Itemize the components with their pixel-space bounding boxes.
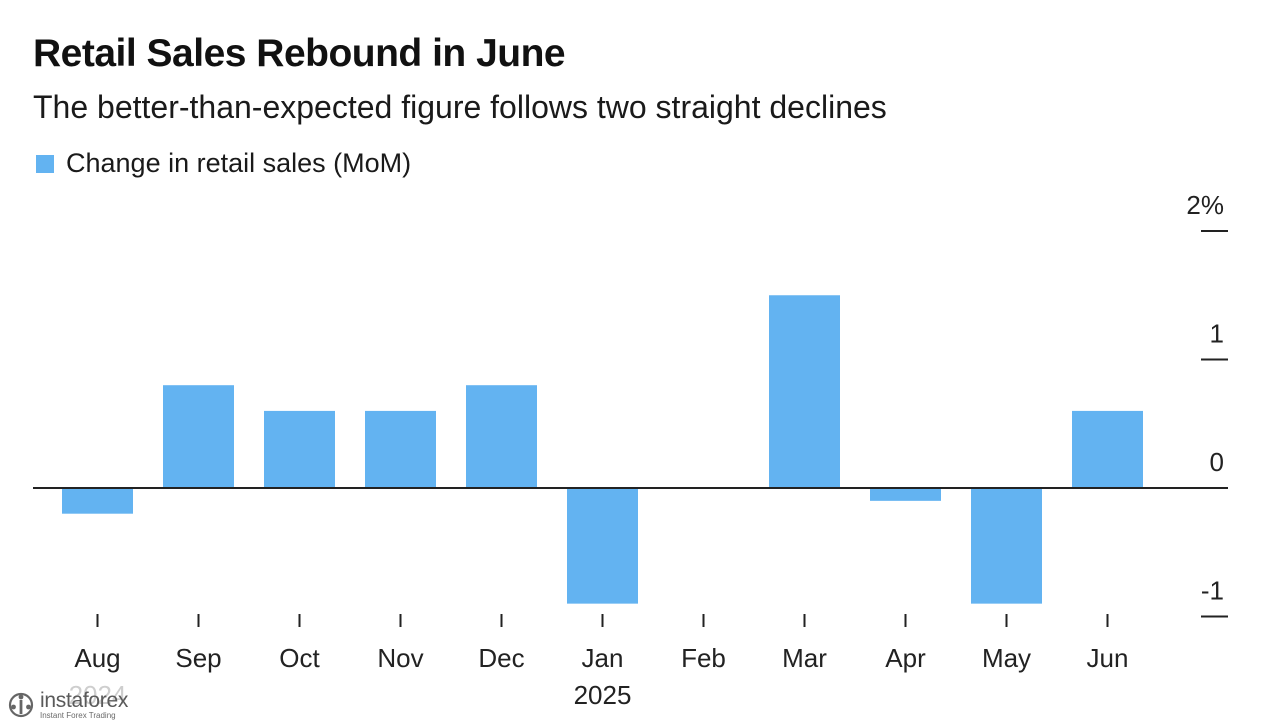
bar-jun bbox=[1072, 410, 1143, 488]
bar-may bbox=[971, 488, 1042, 604]
bar-nov bbox=[365, 410, 436, 488]
bar-mar bbox=[769, 295, 840, 488]
y-tick-label: -1 bbox=[1201, 576, 1224, 606]
watermark-brand: instaforex bbox=[40, 689, 129, 712]
x-tick-label: Feb bbox=[681, 643, 726, 673]
x-tick-label: Nov bbox=[377, 643, 423, 673]
bar-oct bbox=[264, 410, 335, 488]
x-tick-label: Apr bbox=[885, 643, 926, 673]
instaforex-logo-icon bbox=[8, 692, 34, 718]
x-tick-label: Dec bbox=[478, 643, 524, 673]
y-tick-label: 1 bbox=[1210, 319, 1224, 349]
bar-sep bbox=[163, 385, 234, 488]
watermark: instaforex Instant Forex Trading bbox=[2, 685, 154, 725]
x-tick-label: Aug bbox=[74, 643, 120, 673]
chart-legend: Change in retail sales (MoM) bbox=[36, 148, 411, 179]
bar-jan bbox=[567, 488, 638, 604]
x-tick-label: May bbox=[982, 643, 1031, 673]
x-tick-label: Oct bbox=[279, 643, 320, 673]
x-tick-label: Sep bbox=[175, 643, 221, 673]
bar-dec bbox=[466, 385, 537, 488]
watermark-tagline: Instant Forex Trading bbox=[40, 711, 116, 720]
chart-subtitle: The better-than-expected figure follows … bbox=[33, 89, 887, 125]
y-tick-label: 0 bbox=[1210, 447, 1224, 477]
legend-label: Change in retail sales (MoM) bbox=[66, 148, 412, 178]
bar-apr bbox=[870, 488, 941, 501]
y-tick-label: 2% bbox=[1186, 190, 1224, 220]
x-tick-label: Jun bbox=[1087, 643, 1129, 673]
legend-swatch bbox=[36, 154, 54, 173]
x-tick-label: Jan bbox=[582, 643, 624, 673]
x-year-label: 2025 bbox=[574, 680, 632, 710]
x-tick-label: Mar bbox=[782, 643, 827, 673]
chart-title: Retail Sales Rebound in June bbox=[33, 32, 566, 75]
bar-aug bbox=[62, 488, 133, 514]
